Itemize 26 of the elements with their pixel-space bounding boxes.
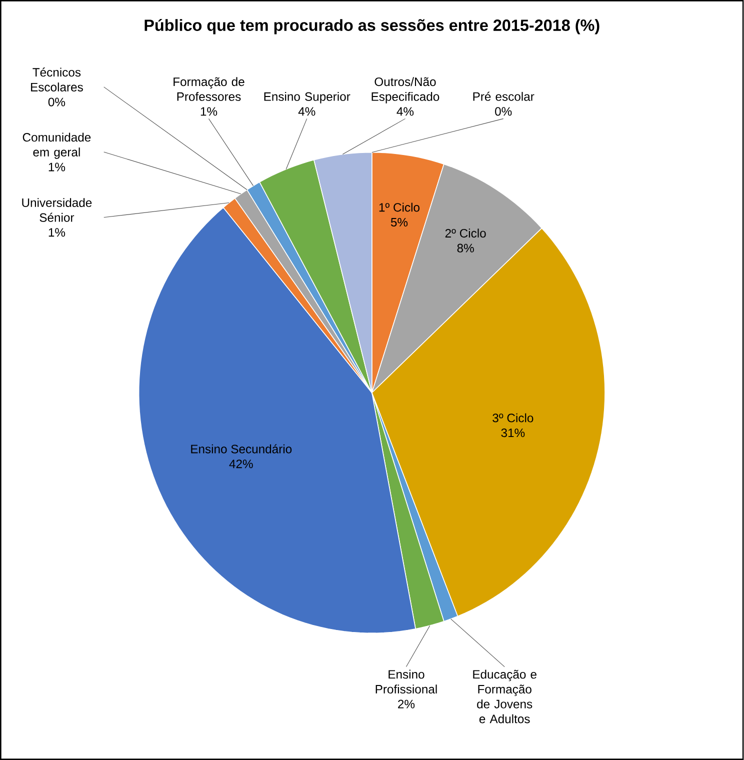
slice-label: Ensino Secundário	[191, 444, 292, 454]
data-label: 8%	[457, 244, 474, 252]
data-label: 31%	[501, 428, 525, 438]
data-label: 5%	[391, 218, 408, 227]
data-label: 1%	[201, 107, 218, 116]
data-label: 1%	[48, 228, 66, 237]
slice-label: 2º Ciclo	[446, 228, 486, 238]
category-label: Pré escolar	[473, 92, 534, 101]
slice-label: Ensino Profissional	[376, 670, 437, 694]
slice-label: 1º Ciclo	[379, 202, 420, 212]
data-label: 4%	[396, 107, 414, 116]
text: 0%	[48, 98, 66, 106]
slice-label: Formação de Professores	[174, 77, 244, 101]
slice-label: Comunidade em geral	[22, 132, 91, 159]
slice-label: Ensino Superior	[264, 92, 350, 104]
chart-title: Público que tem procurado as sessões entre 2015-2018 (%)	[144, 18, 600, 34]
data-label: 1%	[48, 162, 66, 172]
data-label: 2%	[398, 700, 415, 708]
slice-label: Educação e Formação de Jovens e Adultos	[473, 670, 537, 724]
slice-label: Universidade Sénior	[22, 198, 92, 222]
data-label: 42%	[229, 460, 253, 468]
category-label: Técnicos Escolares	[31, 68, 84, 92]
slice-label: 3º Ciclo	[492, 413, 534, 422]
text: 0%	[495, 107, 512, 116]
slice-label: Outros/Não Especificado	[372, 77, 440, 104]
data-label: 4%	[298, 107, 316, 116]
